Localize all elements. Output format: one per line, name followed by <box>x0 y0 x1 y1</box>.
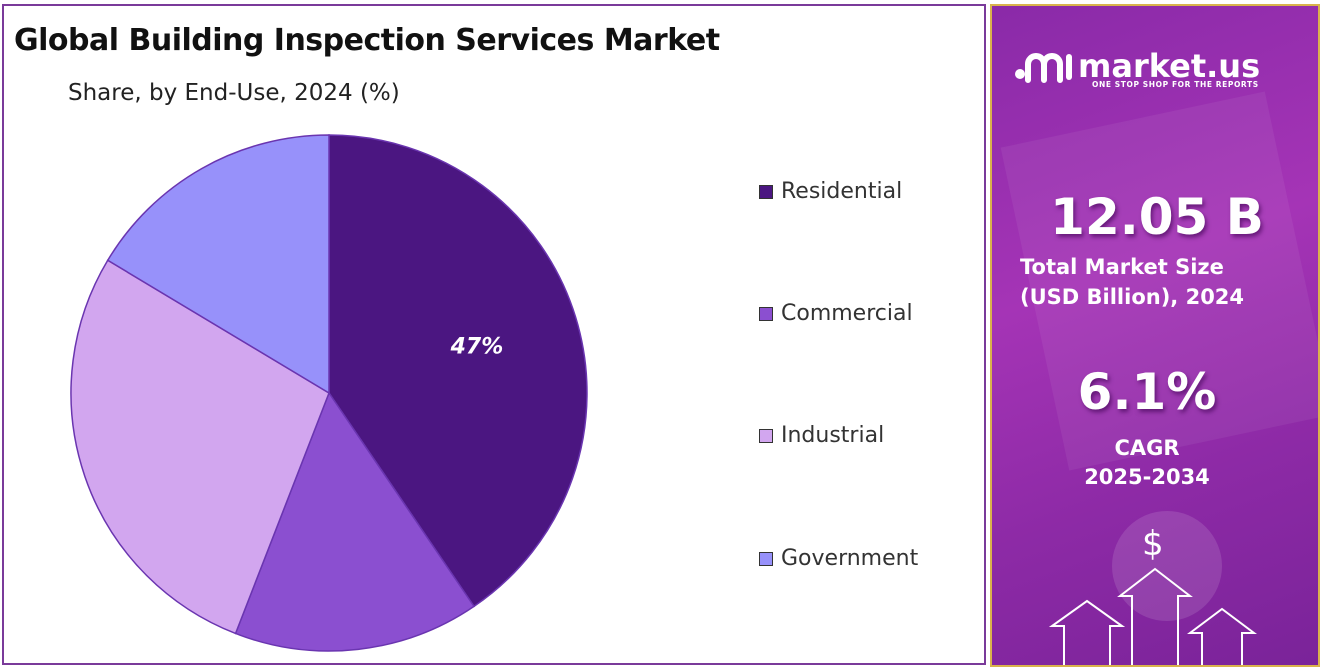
pie-chart: 47% <box>70 134 588 652</box>
legend-item-industrial: Industrial <box>759 423 884 448</box>
cagr-label: CAGR <box>1114 436 1180 460</box>
chart-title: Global Building Inspection Services Mark… <box>14 23 720 58</box>
market-us-logo-icon <box>1015 53 1072 83</box>
chart-subtitle: Share, by End-Use, 2024 (%) <box>68 80 400 106</box>
legend-label-residential: Residential <box>781 179 903 204</box>
dollar-icon: $ <box>1142 524 1164 564</box>
legend-swatch-government <box>759 551 773 566</box>
pie-slice-residential <box>328 134 588 608</box>
legend-item-government: Government <box>759 546 918 571</box>
data-label-residential: 47% <box>450 334 504 359</box>
legend-swatch-commercial <box>759 306 773 321</box>
market-size-value: 12.05 B <box>1050 188 1264 246</box>
legend-item-commercial: Commercial <box>759 301 913 326</box>
growth-arrows-icon <box>1048 567 1257 665</box>
legend-swatch-industrial <box>759 428 773 443</box>
info-panel: market.us ONE STOP SHOP FOR THE REPORTS … <box>990 4 1320 667</box>
cagr-value: 6.1% <box>1077 363 1217 421</box>
chart-panel: Global Building Inspection Services Mark… <box>2 4 986 665</box>
brand-logo[interactable]: market.us ONE STOP SHOP FOR THE REPORTS <box>1014 46 1261 89</box>
cagr-period: 2025-2034 <box>1084 465 1210 489</box>
legend-label-government: Government <box>781 546 919 571</box>
legend-item-residential: Residential <box>759 179 902 204</box>
market-size-label-line1: Total Market Size <box>1020 255 1224 279</box>
pie-slice-government <box>106 134 330 395</box>
pie-slice-industrial <box>70 259 330 635</box>
brand-name: market.us <box>1078 47 1261 85</box>
legend-label-industrial: Industrial <box>781 423 885 448</box>
brand-tagline: ONE STOP SHOP FOR THE REPORTS <box>1092 80 1259 89</box>
legend-label-commercial: Commercial <box>781 301 913 326</box>
legend-swatch-residential <box>759 184 773 199</box>
market-size-label-line2: (USD Billion), 2024 <box>1020 285 1245 309</box>
pie-slice-commercial <box>234 391 476 652</box>
background-coin-graphic <box>1112 511 1222 621</box>
